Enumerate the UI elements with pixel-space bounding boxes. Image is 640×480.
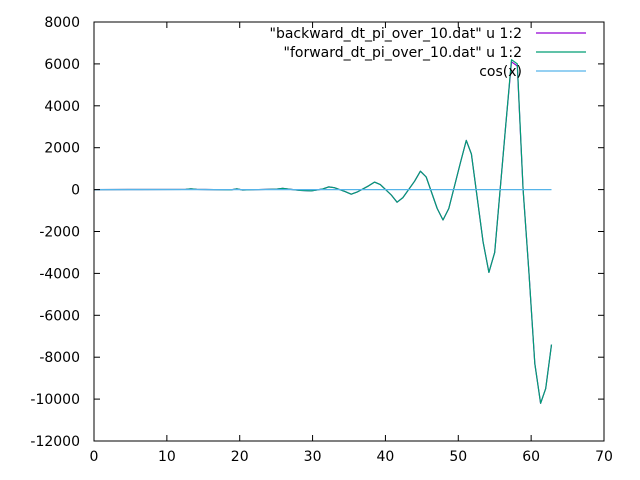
y-tick-label: 6000 [44, 57, 80, 73]
series-line-2 [93, 59, 553, 404]
x-tick-label: 30 [304, 449, 322, 465]
legend-label: "backward_dt_pi_over_10.dat" u 1:2 [270, 26, 522, 42]
y-tick-label: 4000 [44, 99, 80, 115]
y-tick-label: 8000 [44, 15, 80, 31]
x-tick-label: 10 [158, 449, 176, 465]
x-tick-label: 70 [595, 449, 613, 465]
y-tick-label: -6000 [39, 308, 80, 324]
y-tick-label: 0 [71, 183, 80, 199]
y-tick-label: -4000 [39, 266, 80, 282]
x-tick-label: 0 [90, 449, 99, 465]
legend-label: cos(x) [479, 64, 522, 80]
series-line-1 [93, 61, 553, 404]
axis-ticks-layer: 0 10 20 30 40 50 60 70 -12000 -10000 -8000 -6000 -40… [30, 15, 613, 465]
y-tick-label: 2000 [44, 141, 80, 157]
x-tick-label: 40 [377, 449, 395, 465]
x-tick-label: 50 [449, 449, 467, 465]
y-tick-label: -12000 [30, 434, 80, 450]
x-tick-label: 60 [522, 449, 540, 465]
legend: "backward_dt_pi_over_10.dat" u 1:2 "forwa… [270, 26, 586, 80]
series-lines-layer [93, 59, 553, 404]
y-tick-label: -8000 [39, 350, 80, 366]
legend-label: "forward_dt_pi_over_10.dat" u 1:2 [284, 45, 522, 61]
plot-frame [93, 21, 605, 442]
x-tick-label: 20 [231, 449, 249, 465]
y-tick-label: -2000 [39, 225, 80, 241]
y-tick-label: -10000 [30, 392, 80, 408]
